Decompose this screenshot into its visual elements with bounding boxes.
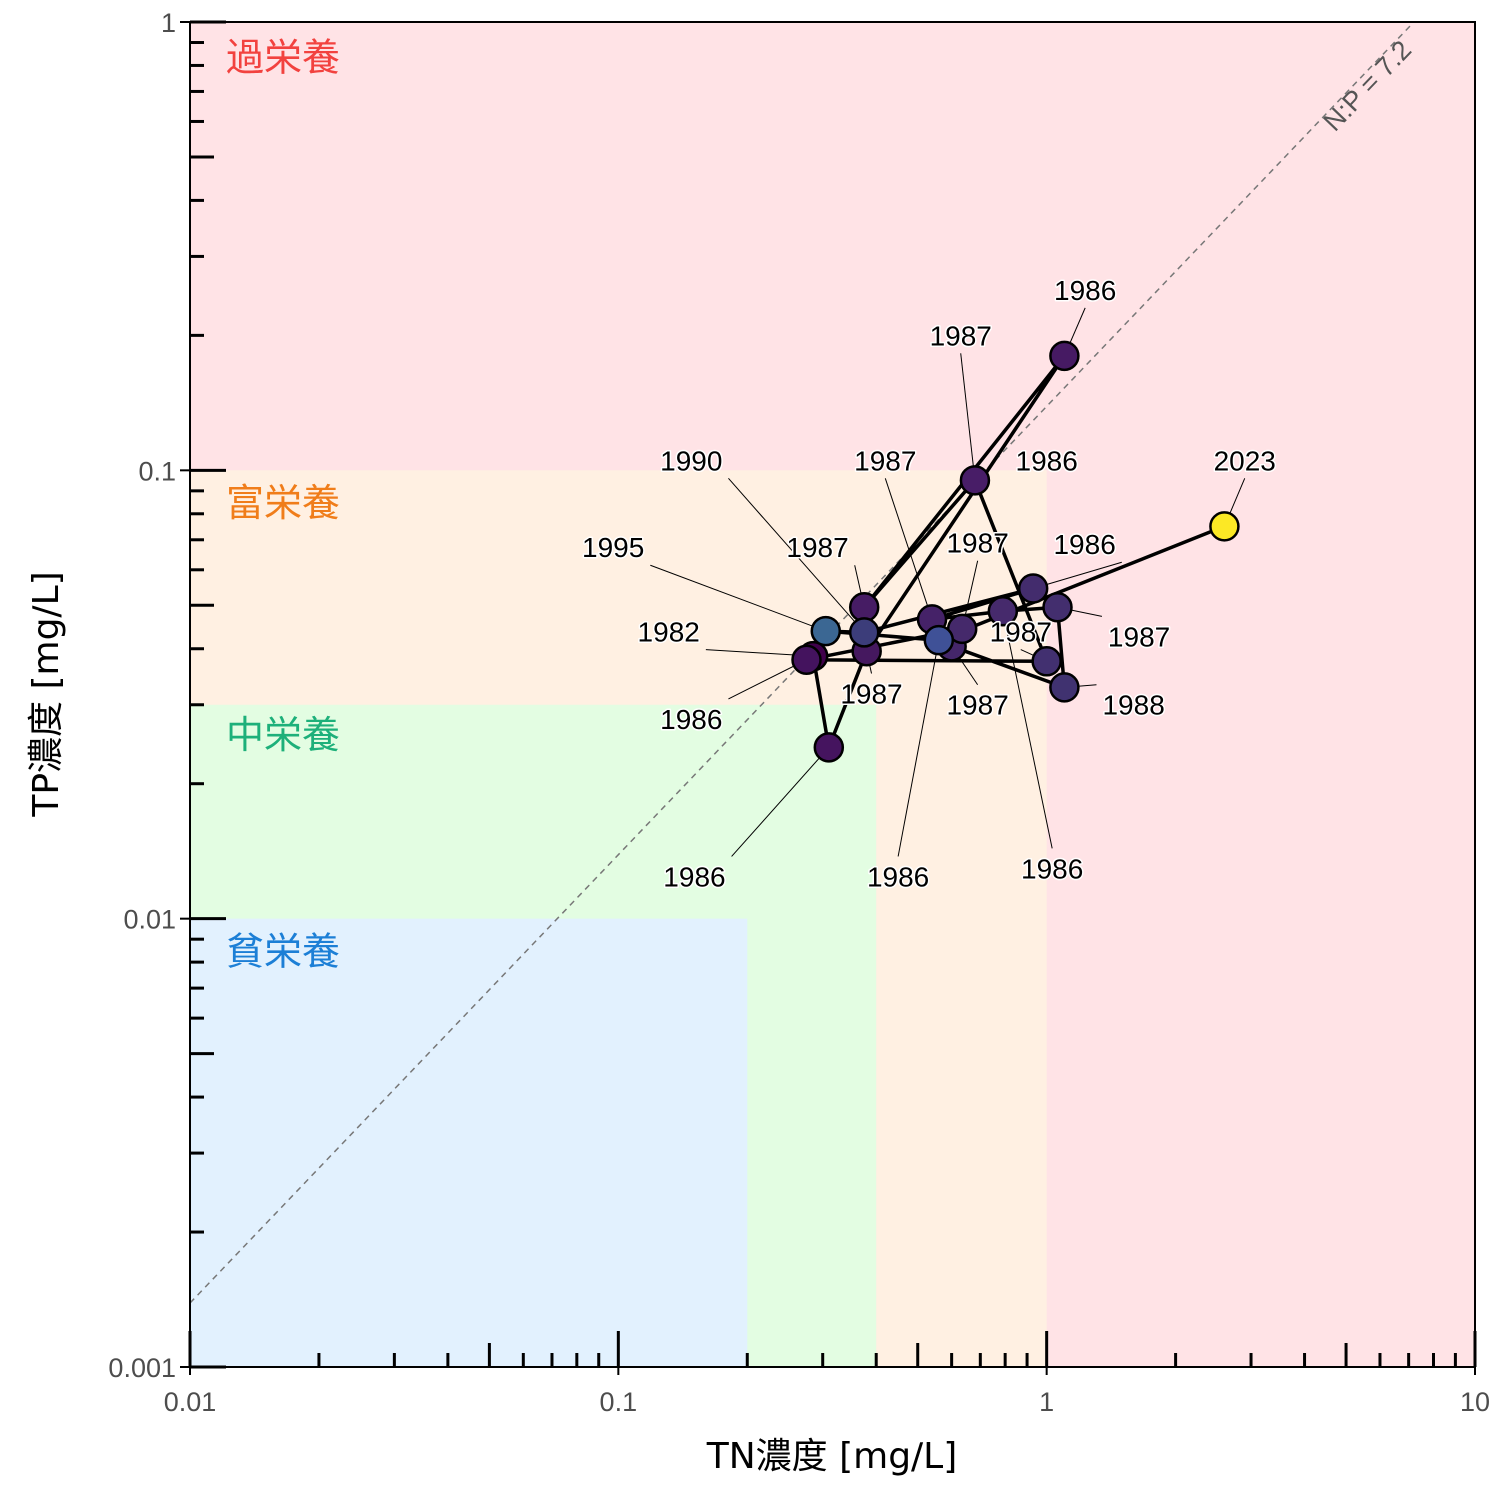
leader-line-15	[728, 478, 865, 633]
leader-line-11	[1033, 561, 1122, 589]
zone-label-3: 貧栄養	[226, 930, 340, 974]
point-label-11: 1986	[1053, 529, 1115, 560]
y-tick-label-0: 0.001	[108, 1353, 176, 1383]
zone-label-2: 中栄養	[226, 713, 340, 757]
y-tick-label-3: 1	[161, 8, 176, 38]
axes: 0.01 0.1 1 10 0.001 0.01 0.1 1	[108, 8, 1490, 1417]
point-label-9: 1987	[946, 528, 1008, 559]
data-point-13	[1031, 646, 1062, 677]
point-label-5: 1987	[930, 320, 992, 351]
point-label-2: 1986	[663, 861, 725, 892]
data-point-4	[848, 592, 880, 623]
data-point-1	[791, 644, 822, 676]
leader-line-7	[884, 478, 933, 620]
point-label-7: 1987	[854, 445, 916, 476]
data-point-16	[810, 615, 842, 647]
data-point-11	[1017, 573, 1049, 604]
point-label-4: 1987	[786, 532, 848, 563]
point-label-16: 1995	[582, 532, 644, 563]
point-label-6: 1986	[1054, 275, 1116, 306]
x-tick-label-1: 0.1	[600, 1387, 638, 1417]
point-label-13: 1987	[990, 617, 1052, 648]
point-label-12: 1987	[1108, 621, 1170, 652]
leader-line-19	[897, 640, 940, 857]
point-label-8: 1987	[946, 690, 1008, 721]
point-label-19: 1986	[867, 861, 929, 892]
leader-line-10	[1002, 611, 1053, 849]
point-label-10: 1986	[1021, 853, 1083, 884]
data-point-6	[1049, 340, 1080, 372]
point-label-17: 1986	[1016, 445, 1078, 476]
point-label-3: 1987	[840, 678, 902, 709]
point-label-18: 2023	[1214, 445, 1276, 476]
point-label-1: 1986	[660, 704, 722, 735]
point-label-14: 1988	[1102, 690, 1164, 721]
data-points	[791, 340, 1240, 763]
year-labels: 1982 1986 1986 1987 1987 1987 1986 1987 1987 1987…	[581, 273, 1278, 894]
point-label-15: 1990	[660, 445, 722, 476]
zone-3	[190, 918, 748, 1367]
zone-label-1: 富栄養	[226, 481, 340, 525]
plot-frame	[189, 21, 1476, 1368]
data-point-5	[959, 465, 991, 496]
y-tick-label-2: 0.1	[138, 456, 176, 486]
data-point-18	[1209, 511, 1240, 542]
data-point-15	[848, 617, 880, 648]
leader-line-16	[650, 564, 826, 632]
trophic-zones	[190, 22, 1475, 1367]
x-axis-title: TN濃度 [mg/L]	[706, 1436, 958, 1477]
x-tick-label-3: 10	[1460, 1387, 1490, 1417]
point-label-0: 1982	[638, 617, 700, 648]
data-point-12	[1042, 592, 1073, 623]
x-tick-label-2: 1	[1039, 1387, 1054, 1417]
zone-label-0: 過栄養	[226, 35, 340, 79]
y-axis-title: TP濃度 [mg/L]	[26, 571, 67, 817]
data-point-10	[987, 595, 1019, 627]
x-tick-label-0: 0.01	[164, 1387, 217, 1417]
data-point-14	[1049, 672, 1080, 703]
leader-line-5	[960, 353, 976, 481]
leader-line-2	[731, 747, 830, 857]
data-point-2	[813, 732, 845, 763]
y-tick-label-1: 0.01	[123, 905, 176, 935]
data-point-17	[923, 624, 955, 656]
